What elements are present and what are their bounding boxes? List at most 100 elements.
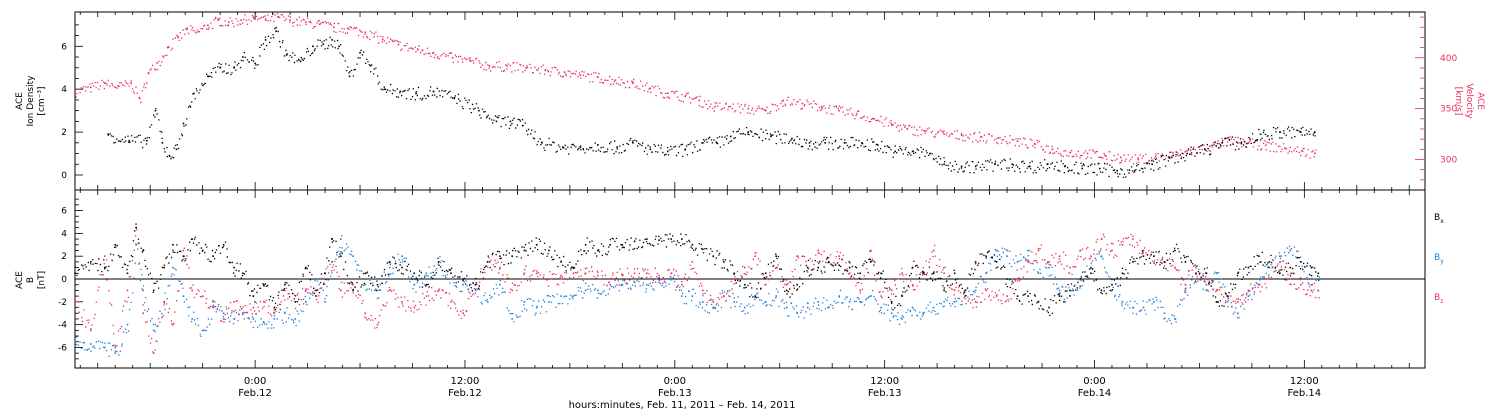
bx-series-point	[633, 240, 636, 243]
by-series-point	[1142, 306, 1145, 309]
bx-series-point	[1184, 261, 1187, 263]
bx-series-trace	[74, 223, 1320, 316]
bx-series-point	[191, 238, 193, 240]
velocity-series-point	[264, 18, 267, 20]
bz-series-point	[1205, 283, 1208, 286]
density-series-point	[182, 122, 185, 125]
density-series-point	[207, 75, 209, 78]
bz-series-point	[523, 272, 526, 275]
bx-series-point	[201, 249, 204, 252]
density-series-point	[285, 54, 288, 56]
bx-series-point	[172, 243, 174, 246]
bx-series-point	[609, 243, 611, 246]
bz-series-point	[1132, 238, 1134, 240]
bz-series-point	[1016, 278, 1019, 280]
bz-series-point	[712, 301, 715, 303]
bx-series-point	[901, 295, 903, 297]
by-series-point	[838, 295, 840, 297]
bx-series-point	[135, 226, 138, 229]
by-series-point	[135, 243, 138, 246]
bz-series-point	[172, 323, 174, 326]
legend-subscript: x	[1440, 218, 1444, 225]
bx-series-point	[1300, 261, 1302, 263]
bz-series-point	[646, 272, 648, 275]
density-series-point	[1186, 152, 1188, 155]
by-series-point	[1121, 301, 1124, 303]
top-left-axis-label: Ion Density	[26, 75, 36, 127]
density-series-point	[242, 56, 244, 58]
bz-series-point	[499, 266, 501, 269]
bz-series-point	[1184, 283, 1187, 286]
bx-series-point	[880, 272, 882, 275]
bx-series-point	[222, 243, 225, 246]
velocity-series-point	[667, 92, 669, 95]
bx-series-point	[646, 238, 648, 240]
by-series-point	[450, 278, 452, 280]
bx-series-point	[474, 283, 477, 286]
density-series-point	[399, 90, 402, 93]
by-series-point	[922, 312, 924, 315]
velocity-series-point	[305, 21, 307, 23]
velocity-series-point	[451, 56, 454, 59]
bz-series-point	[425, 295, 428, 297]
by-series-point	[182, 295, 185, 297]
top-right-axis-label: Velocity	[1464, 83, 1474, 119]
bx-series-point	[437, 261, 440, 263]
by-series-point	[880, 306, 882, 309]
density-series-point	[1240, 142, 1243, 144]
bx-series-point	[252, 295, 255, 297]
bz-series-point	[1048, 261, 1050, 263]
bx-series-point	[859, 272, 861, 275]
bx-series-point	[1058, 295, 1061, 297]
bz-series-point	[1069, 266, 1071, 269]
bz-series-point	[911, 283, 914, 286]
density-series-point	[1168, 157, 1171, 159]
bz-series-point	[222, 318, 225, 320]
bottom-tick-label: 6	[61, 207, 67, 217]
bx-series-point	[499, 255, 501, 257]
velocity-series-point	[381, 38, 384, 41]
by-series-point	[646, 283, 648, 286]
top-left-tick-label: 6	[61, 42, 67, 52]
density-series-point	[701, 142, 704, 144]
bz-series-point	[376, 323, 379, 326]
x-tick-time: 0:00	[1083, 376, 1105, 387]
bottom-axis-label: [nT]	[37, 271, 47, 289]
density-series-point	[1314, 131, 1316, 133]
bz-series-point	[880, 295, 882, 297]
top-left-tick-label: 4	[61, 85, 67, 95]
bz-series-point	[1237, 301, 1239, 303]
bx-series-point	[964, 289, 966, 292]
velocity-series-point	[943, 133, 945, 135]
bz-series-point	[1300, 283, 1302, 286]
density-series-point	[383, 88, 386, 91]
by-series-point	[89, 343, 92, 345]
by-series-point	[340, 238, 342, 240]
bx-series-point	[376, 283, 379, 286]
by-series-point	[273, 318, 276, 320]
density-series-point	[770, 135, 772, 138]
density-series-point	[943, 163, 945, 166]
bz-series-point	[817, 249, 819, 252]
bx-series-point	[597, 249, 599, 252]
bz-series-point	[103, 255, 106, 257]
top-left-axis-label: [cm⁻³]	[37, 86, 47, 115]
bx-series-point	[89, 261, 92, 263]
bx-series-point	[681, 238, 683, 240]
bz-series-point	[163, 301, 165, 303]
by-series-point	[499, 283, 501, 286]
density-series-point	[1098, 167, 1101, 170]
bz-series-point	[785, 283, 788, 286]
velocity-series-point	[416, 48, 419, 51]
by-series-point	[1237, 312, 1239, 315]
by-series-point	[233, 318, 235, 320]
bx-series-point	[1027, 295, 1029, 297]
by-series-point	[806, 306, 809, 309]
by-series-point	[1058, 289, 1061, 292]
bx-series-point	[1079, 278, 1082, 280]
velocity-series-point	[74, 90, 76, 93]
bx-series-point	[233, 266, 235, 269]
bz-series-point	[1079, 249, 1082, 252]
density-series-point	[495, 120, 498, 123]
